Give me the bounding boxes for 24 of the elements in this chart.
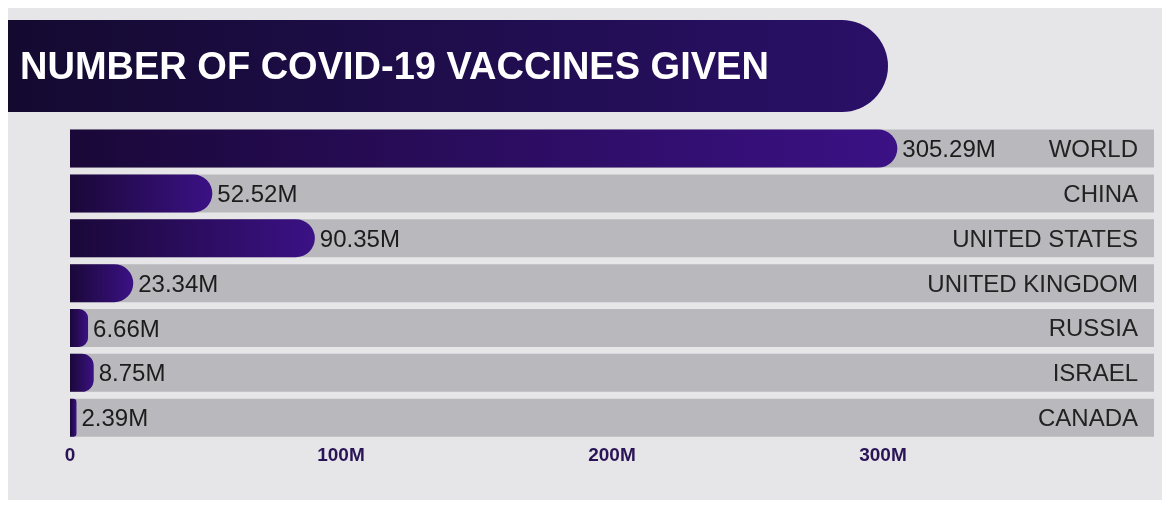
data-label: 90.35M bbox=[319, 224, 400, 252]
bar bbox=[70, 264, 134, 303]
y-tick-label: UNITED KINGDOM bbox=[927, 269, 1138, 297]
x-tick-label: 0 bbox=[64, 444, 76, 466]
y-tick-label: UNITED STATES bbox=[952, 224, 1138, 252]
bar bbox=[70, 398, 77, 437]
y-tick-label: WORLD bbox=[1048, 134, 1138, 162]
data-label: 23.34M bbox=[138, 269, 219, 297]
data-label: 2.39M bbox=[81, 404, 149, 432]
bar bbox=[70, 174, 213, 213]
data-label: 6.66M bbox=[93, 314, 160, 342]
data-label: 305.29M bbox=[902, 135, 996, 163]
data-label: 8.75M bbox=[98, 359, 166, 387]
y-tick-label: CANADA bbox=[1037, 404, 1138, 432]
x-tick-label: 300M bbox=[859, 444, 907, 466]
y-tick-label: RUSSIA bbox=[1048, 314, 1138, 342]
y-tick-label: CHINA bbox=[1063, 179, 1138, 207]
x-tick-label: 100M bbox=[317, 444, 365, 466]
chart-title: NUMBER OF COVID-19 VACCINES GIVEN bbox=[8, 20, 888, 112]
bar bbox=[70, 309, 89, 348]
data-label: 52.52M bbox=[217, 179, 298, 207]
y-tick-label: ISRAEL bbox=[1052, 359, 1138, 387]
x-tick-label: 200M bbox=[588, 444, 636, 466]
bar bbox=[70, 219, 315, 258]
